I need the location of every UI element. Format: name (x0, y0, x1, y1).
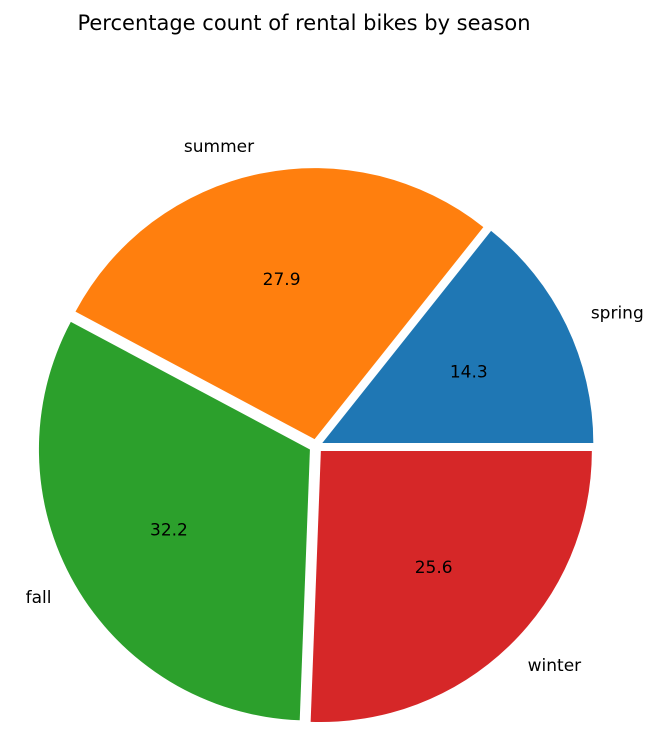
category-label-fall: fall (26, 588, 52, 608)
pie-slice-summer (75, 168, 484, 440)
category-label-summer: summer (184, 137, 254, 157)
pie-slice-spring (322, 230, 594, 443)
percentage-labels: 14.3 27.9 32.2 25.6 (150, 270, 488, 578)
percentage-label-spring: 14.3 (450, 362, 488, 382)
pie-slice-fall (38, 321, 310, 721)
category-labels: spring summer fall winter (26, 137, 644, 676)
category-label-spring: spring (591, 303, 644, 323)
chart-title: Percentage count of rental bikes by seas… (77, 11, 530, 35)
pie-slice-winter (310, 451, 592, 723)
pie-slices (38, 168, 594, 723)
percentage-label-summer: 27.9 (263, 270, 301, 290)
percentage-label-fall: 32.2 (150, 520, 188, 540)
percentage-label-winter: 25.6 (415, 558, 453, 578)
category-label-winter: winter (528, 656, 582, 676)
